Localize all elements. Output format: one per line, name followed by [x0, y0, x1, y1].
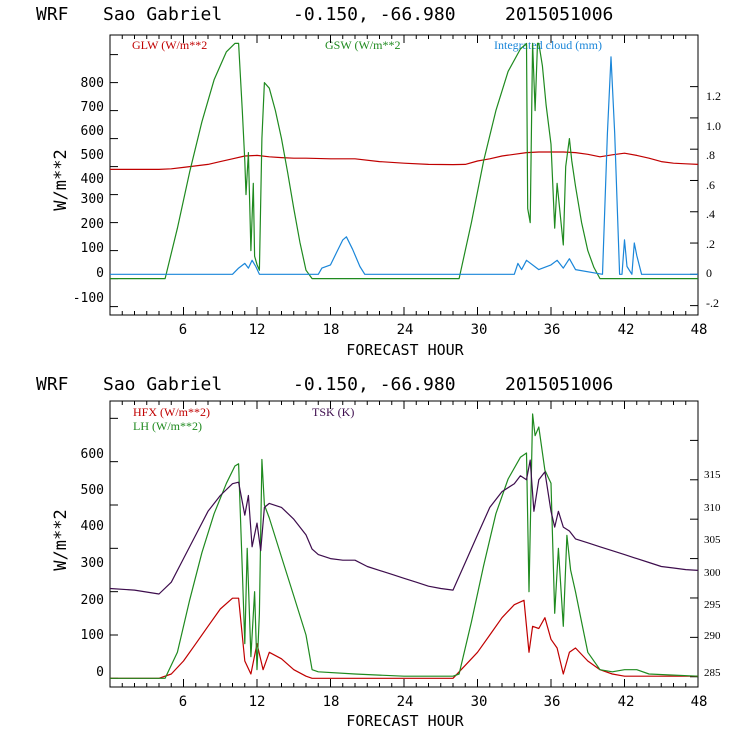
series-glw-line: [110, 151, 699, 170]
series-lh-line: [110, 413, 699, 679]
y-tick-label: 500: [81, 483, 104, 498]
x-tick-label: 48: [691, 694, 708, 710]
x-tick-label: 18: [323, 694, 340, 710]
y2-tick-label: 0: [706, 266, 712, 280]
x-tick-label: 42: [618, 694, 635, 710]
axis-ticks: [110, 35, 698, 315]
x-tick-label: 36: [544, 322, 561, 338]
y-tick-label: 0: [96, 266, 104, 281]
y2-tick-labels: 285 290 295 300 305 310 315: [704, 469, 721, 679]
y2-tick-label: 1.0: [706, 119, 721, 133]
x-tick-label: 18: [323, 322, 340, 338]
legend-cloud: Integrated cloud (mm): [494, 38, 602, 52]
header-init: 2015051006: [505, 4, 613, 25]
x-tick-labels: 6 12 18 24 30 36 42 48: [179, 694, 708, 710]
x-tick-label: 12: [249, 694, 266, 710]
x-tick-label: 6: [179, 322, 187, 338]
y-tick-label: 400: [81, 172, 104, 187]
header-location: Sao Gabriel: [103, 374, 222, 395]
x-tick-label: 36: [544, 694, 561, 710]
legend-hfx: HFX (W/m**2): [133, 405, 210, 419]
x-tick-label: 24: [397, 322, 414, 338]
legend-tsk: TSK (K): [312, 405, 354, 419]
series-lines: [110, 42, 699, 280]
y-tick-label: 600: [81, 447, 104, 462]
legend-gsw: GSW (W/m**2: [325, 38, 400, 52]
y-tick-label: 300: [81, 556, 104, 571]
series-lines: [109, 413, 699, 679]
plot-frame: [109, 400, 699, 688]
header-init: 2015051006: [505, 374, 613, 395]
x-axis-title: FORECAST HOUR: [346, 712, 464, 730]
y2-tick-label: -.2: [706, 296, 719, 310]
header-model: WRF: [36, 4, 69, 25]
y-tick-label: 800: [81, 76, 104, 91]
y2-tick-label: 290: [704, 630, 721, 642]
y-tick-label: -100: [73, 291, 104, 306]
panel-bottom: WRF Sao Gabriel -0.150, -66.980 20150510…: [36, 374, 721, 730]
y2-tick-label: 1.2: [706, 89, 721, 103]
y-tick-label: 400: [81, 519, 104, 534]
axis-ticks: [110, 401, 698, 687]
series-integrated-cloud-line: [110, 56, 698, 275]
y2-tick-labels: -.2 0 .2 .4 .6 .8 1.0 1.2: [706, 89, 721, 310]
y-tick-label: 700: [81, 100, 104, 115]
header-location: Sao Gabriel: [103, 4, 222, 25]
y2-tick-label: .4: [706, 207, 715, 221]
y-tick-label: 300: [81, 192, 104, 207]
y-tick-label: 200: [81, 593, 104, 608]
legend-glw: GLW (W/m**2: [132, 38, 207, 52]
x-tick-label: 6: [179, 694, 187, 710]
y-tick-labels: -100 0 100 200 300 400 500 600 700 800: [73, 76, 104, 306]
x-tick-label: 30: [471, 694, 488, 710]
y2-tick-label: 300: [704, 567, 721, 579]
y-tick-labels: 0 100 200 300 400 500 600: [81, 447, 104, 680]
y-tick-label: 600: [81, 124, 104, 139]
x-tick-label: 48: [691, 322, 708, 338]
y2-tick-label: 310: [704, 502, 721, 514]
panel-top: WRF Sao Gabriel -0.150, -66.980 20150510…: [36, 4, 721, 359]
y-tick-label: 500: [81, 148, 104, 163]
y-tick-label: 100: [81, 241, 104, 256]
header-coords: -0.150, -66.980: [293, 4, 456, 25]
y-tick-label: 200: [81, 217, 104, 232]
series-hfx-line: [110, 597, 698, 679]
y-tick-label: 0: [96, 665, 104, 680]
y-axis-title: W/m**2: [51, 509, 71, 570]
y2-tick-label: 305: [704, 534, 721, 546]
y-axis-title: W/m**2: [51, 149, 71, 210]
y2-tick-label: .8: [706, 148, 715, 162]
y2-tick-label: .6: [706, 178, 715, 192]
x-axis-title: FORECAST HOUR: [346, 341, 464, 359]
y-tick-label: 100: [81, 628, 104, 643]
y2-tick-label: 315: [704, 469, 721, 481]
x-tick-labels: 6 12 18 24 30 36 42 48: [179, 322, 708, 338]
x-tick-label: 12: [249, 322, 266, 338]
x-tick-label: 42: [618, 322, 635, 338]
series-tsk-line: [109, 459, 699, 595]
legend-lh: LH (W/m**2): [133, 419, 202, 433]
x-tick-label: 24: [397, 694, 414, 710]
header-model: WRF: [36, 374, 69, 395]
x-tick-label: 30: [471, 322, 488, 338]
series-gsw-line: [110, 42, 698, 280]
y2-tick-label: .2: [706, 237, 715, 251]
header-coords: -0.150, -66.980: [293, 374, 456, 395]
y2-tick-label: 285: [704, 667, 721, 679]
y2-tick-label: 295: [704, 599, 721, 611]
